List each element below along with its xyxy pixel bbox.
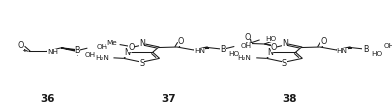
Text: B: B <box>220 45 226 54</box>
Text: HN: HN <box>194 48 205 54</box>
Text: 36: 36 <box>40 94 55 104</box>
Text: H₂N: H₂N <box>238 55 252 61</box>
Text: S: S <box>282 59 287 68</box>
Text: O: O <box>321 37 327 46</box>
Text: HO: HO <box>371 51 383 57</box>
Text: O: O <box>244 33 250 42</box>
Text: H₂N: H₂N <box>95 55 109 61</box>
Text: N: N <box>282 39 288 48</box>
Text: Me: Me <box>106 40 117 46</box>
Text: N: N <box>267 48 273 57</box>
Text: B: B <box>74 46 80 55</box>
Text: OH: OH <box>96 45 107 51</box>
Polygon shape <box>337 47 352 50</box>
Text: HN: HN <box>337 48 348 54</box>
Polygon shape <box>194 47 209 50</box>
Text: OH: OH <box>85 52 96 58</box>
Text: B: B <box>363 45 368 54</box>
Text: HO: HO <box>229 51 240 57</box>
Text: HO: HO <box>265 36 276 42</box>
Text: OH: OH <box>241 43 252 49</box>
Text: O: O <box>17 41 24 50</box>
Text: O: O <box>178 37 184 46</box>
Text: 37: 37 <box>162 94 176 104</box>
Text: N: N <box>139 39 145 48</box>
Text: S: S <box>139 59 144 68</box>
Text: 38: 38 <box>283 94 297 104</box>
Text: O: O <box>271 43 277 52</box>
Text: O: O <box>128 43 134 52</box>
Text: NH: NH <box>47 49 58 55</box>
Text: N: N <box>124 48 130 57</box>
Text: OH: OH <box>384 43 392 49</box>
Polygon shape <box>61 48 78 51</box>
